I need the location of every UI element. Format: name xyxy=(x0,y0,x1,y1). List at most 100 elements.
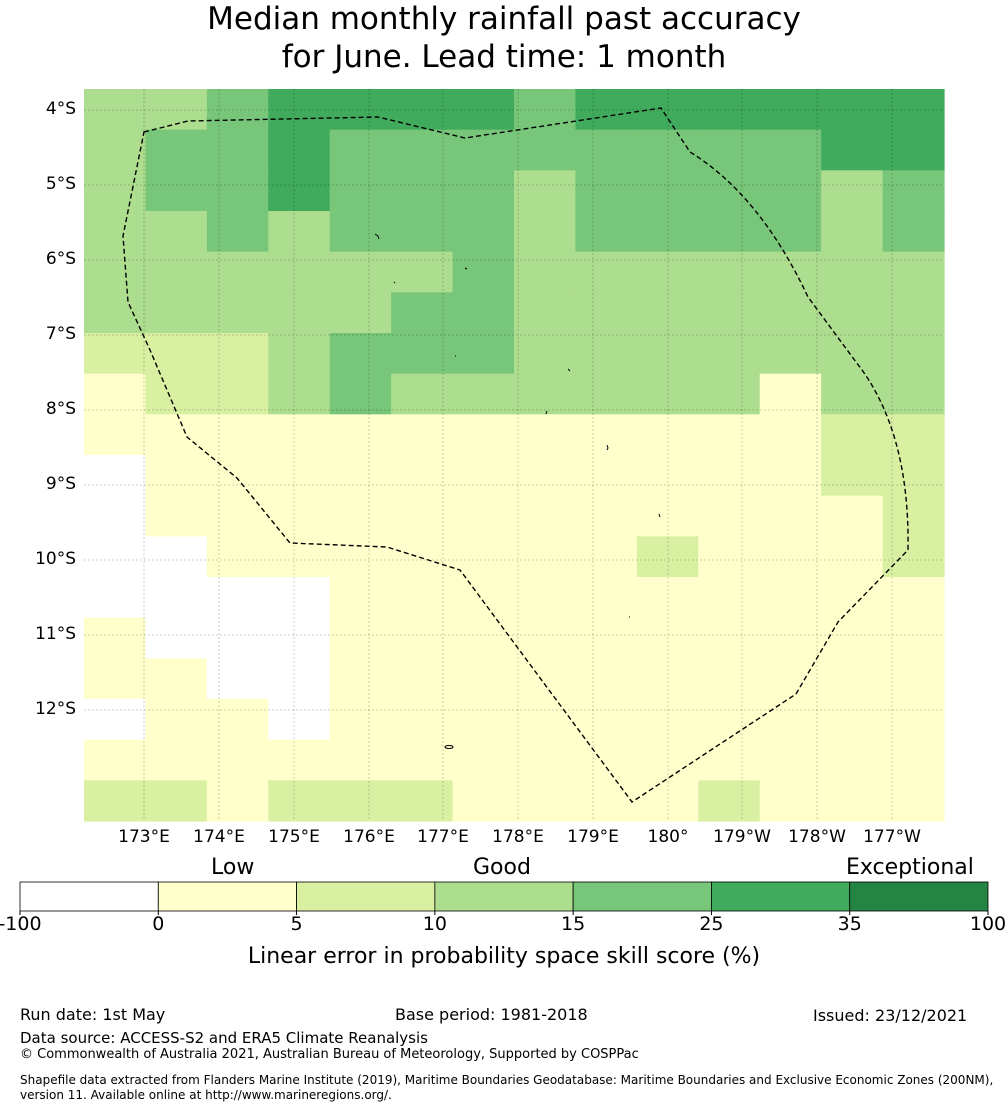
latitude-label: 11°S xyxy=(35,624,76,644)
grid-cell xyxy=(145,699,208,741)
grid-cell xyxy=(514,129,577,171)
grid-cell xyxy=(575,577,638,619)
grid-cell xyxy=(636,211,699,253)
grid-cell xyxy=(391,455,454,497)
grid-cell xyxy=(575,495,638,537)
grid-cell xyxy=(145,170,208,212)
grid-cell xyxy=(821,658,884,700)
grid-cell xyxy=(514,699,577,741)
grid-cell xyxy=(268,333,331,375)
grid-cell xyxy=(636,536,699,578)
grid-cell xyxy=(268,577,331,619)
grid-cell xyxy=(268,495,331,537)
colorbar-tick-label: 10 xyxy=(422,913,447,935)
grid-cell xyxy=(575,89,638,131)
grid-cell xyxy=(391,780,454,822)
grid-cell xyxy=(145,739,208,781)
grid-cell xyxy=(206,455,269,497)
grid-cell xyxy=(821,739,884,781)
grid-cell xyxy=(698,577,761,619)
grid-cell xyxy=(268,373,331,415)
colorbar-segment xyxy=(711,881,851,912)
grid-cell xyxy=(821,292,884,334)
grid-cell xyxy=(821,780,884,822)
grid-cell xyxy=(759,495,822,537)
grid-cell xyxy=(575,129,638,171)
longitude-label: 178°W xyxy=(788,827,846,847)
colorbar-segment xyxy=(19,881,159,912)
grid-cell xyxy=(391,292,454,334)
grid-cell xyxy=(452,617,515,659)
grid-cell xyxy=(698,536,761,578)
grid-cell xyxy=(759,414,822,456)
grid-cell xyxy=(636,739,699,781)
colorbar-tick-label: 100 xyxy=(969,913,1007,935)
data-source: Data source: ACCESS-S2 and ERA5 Climate … xyxy=(20,1029,428,1047)
grid-cell xyxy=(329,617,392,659)
grid-cell xyxy=(698,617,761,659)
colorbar-tick-label: 25 xyxy=(699,913,724,935)
grid-cell xyxy=(514,333,577,375)
grid-cell xyxy=(391,699,454,741)
grid-cell xyxy=(759,89,822,131)
longitude-label: 175°E xyxy=(268,827,320,847)
grid-cell xyxy=(514,617,577,659)
grid-cell xyxy=(84,658,147,700)
latitude-label: 12°S xyxy=(35,699,76,719)
grid-cell xyxy=(391,495,454,537)
colorbar-tick-label: 5 xyxy=(290,913,303,935)
grid-cell xyxy=(575,536,638,578)
grid-cell xyxy=(145,251,208,293)
grid-cell xyxy=(452,658,515,700)
grid-cell xyxy=(145,292,208,334)
grid-cell xyxy=(514,373,577,415)
grid-cell xyxy=(514,89,577,131)
grid-cell xyxy=(575,373,638,415)
grid-cell xyxy=(452,414,515,456)
grid-cell xyxy=(145,333,208,375)
grid-cell xyxy=(268,251,331,293)
grid-cell xyxy=(206,495,269,537)
colorbar-segment xyxy=(157,881,297,912)
colorbar-tick-label: 35 xyxy=(837,913,862,935)
grid-cell xyxy=(391,89,454,131)
grid-cell xyxy=(206,739,269,781)
issued-date: Issued: 23/12/2021 xyxy=(813,1006,968,1025)
grid-cell xyxy=(145,495,208,537)
grid-cell xyxy=(821,251,884,293)
grid-cell xyxy=(698,455,761,497)
grid-cell xyxy=(268,292,331,334)
colorbar-segment xyxy=(434,881,574,912)
grid-cell xyxy=(575,414,638,456)
longitude-label: 179°E xyxy=(567,827,619,847)
grid-cell xyxy=(636,577,699,619)
longitude-label: 178°E xyxy=(492,827,544,847)
grid-cell xyxy=(206,536,269,578)
grid-cell xyxy=(452,699,515,741)
grid-cell xyxy=(636,780,699,822)
grid-cell xyxy=(452,170,515,212)
category-exceptional: Exceptional xyxy=(846,855,974,880)
grid-cell xyxy=(882,658,945,700)
grid-cell xyxy=(329,577,392,619)
grid-cell xyxy=(329,658,392,700)
grid-cell xyxy=(329,333,392,375)
grid-cell xyxy=(329,89,392,131)
grid-cell xyxy=(759,129,822,171)
grid-cell xyxy=(882,333,945,375)
grid-cell xyxy=(329,129,392,171)
grid-cell xyxy=(391,373,454,415)
grid-cell xyxy=(329,211,392,253)
grid-cell xyxy=(391,129,454,171)
shapefile-credit-2: version 11. Available online at http://w… xyxy=(20,1088,392,1102)
grid-cell xyxy=(268,617,331,659)
grid-cell xyxy=(698,373,761,415)
latitude-label: 4°S xyxy=(45,99,76,119)
grid-cell xyxy=(514,495,577,537)
grid-cell xyxy=(882,495,945,537)
grid-cell xyxy=(329,455,392,497)
grid-cell xyxy=(882,170,945,212)
grid-cell xyxy=(391,251,454,293)
latitude-label: 7°S xyxy=(45,324,76,344)
grid-cell xyxy=(84,699,147,741)
